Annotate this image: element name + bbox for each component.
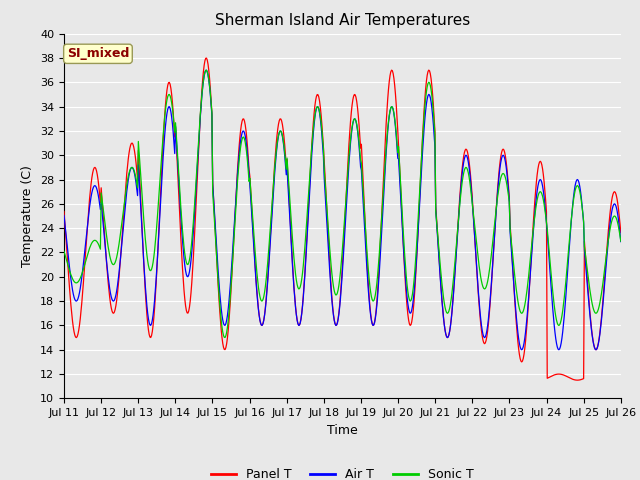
- Legend: Panel T, Air T, Sonic T: Panel T, Air T, Sonic T: [206, 463, 479, 480]
- Y-axis label: Temperature (C): Temperature (C): [22, 165, 35, 267]
- X-axis label: Time: Time: [327, 424, 358, 437]
- Title: Sherman Island Air Temperatures: Sherman Island Air Temperatures: [215, 13, 470, 28]
- Text: SI_mixed: SI_mixed: [67, 48, 129, 60]
